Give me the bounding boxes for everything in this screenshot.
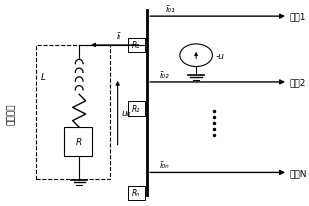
Text: īₗ: īₗ bbox=[117, 32, 121, 41]
Text: L: L bbox=[41, 73, 46, 82]
Bar bbox=[64, 128, 92, 156]
Text: u₀: u₀ bbox=[121, 109, 131, 118]
Text: Rₙ: Rₙ bbox=[132, 188, 140, 198]
Circle shape bbox=[180, 45, 212, 67]
Text: 线耷2: 线耷2 bbox=[290, 78, 306, 87]
Bar bbox=[128, 186, 145, 200]
Text: 线耷1: 线耷1 bbox=[290, 13, 306, 22]
Bar bbox=[128, 38, 145, 53]
Text: ī₀₁: ī₀₁ bbox=[166, 5, 176, 14]
Text: R₁: R₁ bbox=[132, 41, 140, 50]
Bar bbox=[128, 102, 145, 117]
Text: 线耷N: 线耷N bbox=[290, 168, 307, 177]
Bar bbox=[36, 46, 110, 179]
Text: -u: -u bbox=[216, 52, 225, 60]
Text: R₂: R₂ bbox=[132, 105, 140, 114]
Text: R: R bbox=[75, 137, 82, 146]
Text: 消弧线圈: 消弧线圈 bbox=[6, 103, 15, 124]
Text: ī₀₂: ī₀₂ bbox=[160, 70, 170, 80]
Text: ī₀ₙ: ī₀ₙ bbox=[160, 160, 170, 170]
